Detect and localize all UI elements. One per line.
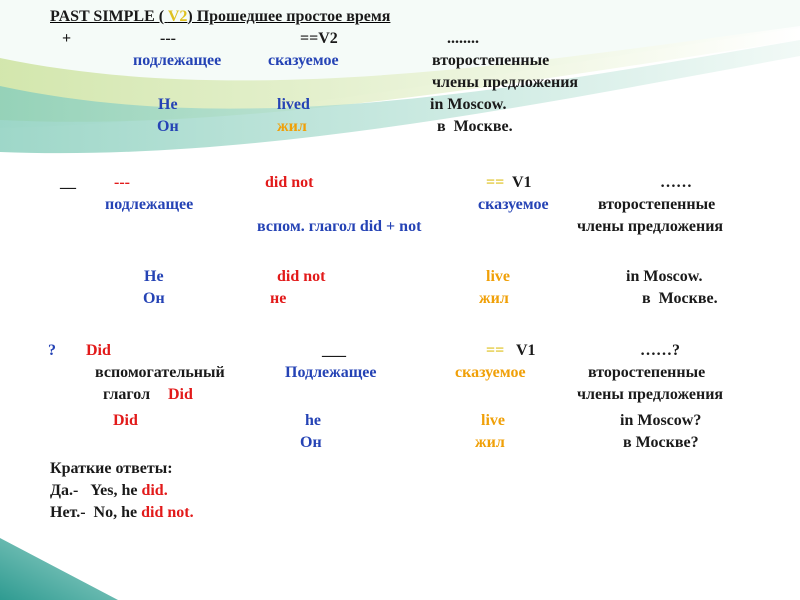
text-segment: live	[481, 412, 505, 429]
wave-band-teal	[0, 40, 800, 154]
text-segment: Подлежащее	[285, 364, 377, 381]
text-segment: did not	[265, 174, 314, 191]
text-segment: __	[60, 174, 76, 191]
text-segment: ?	[48, 342, 56, 359]
text-segment: ___	[322, 342, 346, 359]
text-segment: в Москве.	[642, 290, 718, 307]
text-segment: глагол	[103, 386, 151, 403]
text-segment: сказуемое	[455, 364, 526, 381]
text-segment: жил	[479, 290, 509, 307]
text-segment: He	[158, 96, 178, 113]
text-segment: He	[144, 268, 164, 285]
text-segment: ) Прошедшее простое время	[187, 8, 391, 25]
text-segment: подлежащее	[105, 196, 194, 213]
text-segment: he	[305, 412, 321, 429]
text-segment: ==	[486, 342, 505, 359]
text-segment: сказуемое	[268, 52, 339, 69]
title-line: PAST SIMPLE ( V2) Прошедшее простое врем…	[50, 6, 390, 28]
text-segment: жил	[277, 118, 307, 135]
text-segment: did not.	[141, 504, 194, 521]
text-segment: did not	[277, 268, 326, 285]
text-segment: в Москве.	[437, 118, 513, 135]
text-segment: второстепенные	[598, 196, 716, 213]
text-segment: вспом. глагол did + not	[257, 218, 422, 235]
text-segment: ---	[114, 174, 130, 191]
text-segment: члены предложения	[432, 74, 579, 91]
text-segment: ==V2	[300, 30, 338, 47]
text-segment: lived	[277, 96, 310, 113]
text-segment: in Moscow.	[430, 96, 507, 113]
text-segment: V2	[167, 8, 188, 25]
text-segment: V1	[512, 174, 532, 191]
text-segment: Он	[300, 434, 322, 451]
text-segment: Да.- Yes, he	[50, 482, 142, 499]
text-segment: не	[270, 290, 287, 307]
text-segment: подлежащее	[133, 52, 222, 69]
text-segment: члены предложения	[577, 386, 724, 403]
text-segment: в Москве?	[623, 434, 699, 451]
text-segment: сказуемое	[478, 196, 549, 213]
text-segment: второстепенные	[588, 364, 706, 381]
text-segment: PAST SIMPLE (	[50, 8, 168, 25]
text-segment: Краткие ответы:	[50, 460, 173, 477]
text-segment: Он	[143, 290, 165, 307]
text-segment: in Moscow.	[626, 268, 703, 285]
short-answers-heading: Краткие ответы:	[50, 458, 173, 480]
text-segment: ……	[660, 174, 692, 191]
text-segment: ……?	[640, 342, 680, 359]
text-segment: второстепенные	[432, 52, 550, 69]
text-segment: Did	[168, 386, 193, 403]
corner-triangle	[0, 538, 118, 600]
text-segment: жил	[475, 434, 505, 451]
text-segment: Did	[113, 412, 138, 429]
text-segment: did.	[141, 482, 168, 499]
wave-band-green	[0, 26, 800, 122]
text-segment: ---	[160, 30, 176, 47]
text-segment: ........	[447, 30, 479, 47]
text-segment: +	[62, 30, 72, 47]
short-answer-yes: Да.- Yes, he did.	[50, 480, 168, 502]
short-answer-no: Нет.- No, he did not.	[50, 502, 194, 524]
text-segment: live	[486, 268, 510, 285]
text-segment: Нет.- No, he	[50, 504, 142, 521]
text-segment: ==	[486, 174, 505, 191]
text-segment: Did	[86, 342, 111, 359]
text-segment: in Moscow?	[620, 412, 702, 429]
text-segment: V1	[516, 342, 536, 359]
text-segment: вспомогательный	[95, 364, 225, 381]
text-segment: члены предложения	[577, 218, 724, 235]
text-segment: Он	[157, 118, 179, 135]
